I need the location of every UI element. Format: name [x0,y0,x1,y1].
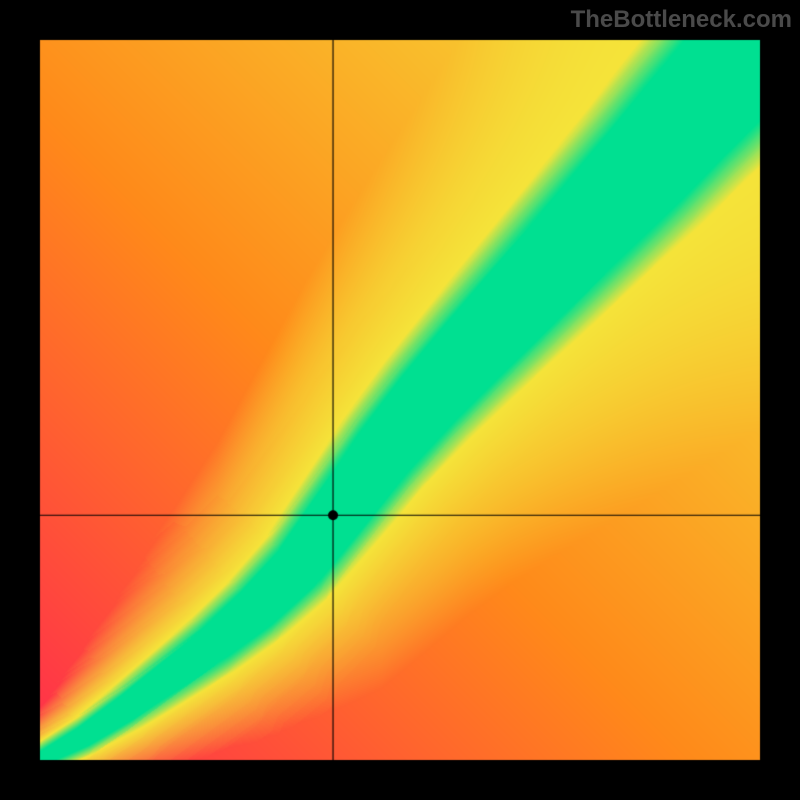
watermark-text: TheBottleneck.com [571,6,792,34]
bottleneck-heatmap [0,0,800,800]
